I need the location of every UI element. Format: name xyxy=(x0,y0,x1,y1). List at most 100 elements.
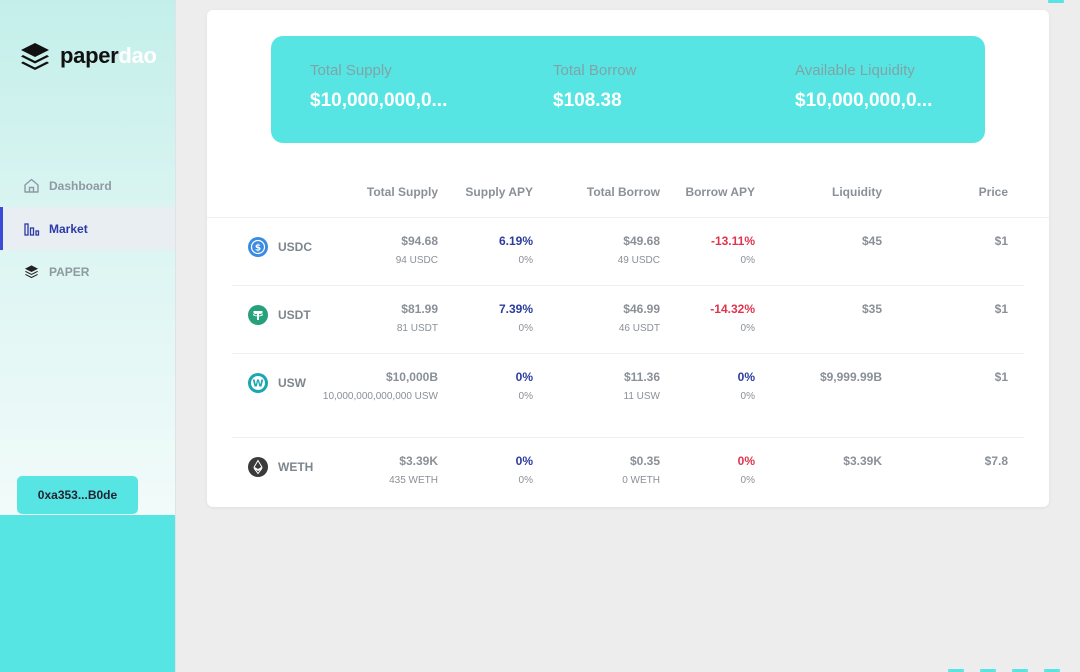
table-header: Total Supply Supply APY Total Borrow Bor… xyxy=(207,176,1049,218)
borrow-apy-value: -13.11% xyxy=(710,234,755,248)
svg-text:$: $ xyxy=(255,244,261,254)
borrow-apy-value: 0% xyxy=(737,454,755,468)
supply-apy-sub: 0% xyxy=(518,323,533,334)
supply-apy-value: 6.19% xyxy=(498,234,533,248)
borrow-apy-value: 0% xyxy=(737,370,755,384)
asset-cell: USDT xyxy=(248,305,311,325)
usw-icon: W xyxy=(248,373,268,393)
price-value: $7.8 xyxy=(984,454,1008,468)
liquidity-cell: $45 xyxy=(862,234,882,248)
total-borrow-amount: 49 USDC xyxy=(617,255,660,266)
total-borrow-usd: $46.99 xyxy=(623,302,660,316)
total-borrow-cell: $49.68 49 USDC xyxy=(618,234,660,269)
sidebar-item-dashboard[interactable]: Dashboard xyxy=(0,164,175,207)
supply-apy-sub: 0% xyxy=(518,391,533,402)
asset-name: USDT xyxy=(278,308,311,322)
liquidity-value: $3.39K xyxy=(843,454,882,468)
wallet-address-button[interactable]: 0xa353...B0de xyxy=(17,476,138,514)
header-total-supply[interactable]: Total Supply xyxy=(366,185,438,199)
corner-accent xyxy=(1012,669,1028,672)
total-borrow-usd: $0.35 xyxy=(629,454,660,468)
corner-accent xyxy=(980,669,996,672)
header-borrow-apy[interactable]: Borrow APY xyxy=(685,185,755,199)
table-row[interactable]: $ USDC $94.68 94 USDC 6.19% 0% $49.68 49… xyxy=(232,219,1024,286)
total-supply-cell: $3.39K 435 WETH xyxy=(389,454,438,489)
header-price[interactable]: Price xyxy=(978,185,1008,199)
asset-name: WETH xyxy=(278,460,314,474)
sidebar-item-label: Dashboard xyxy=(49,178,112,193)
available-liquidity-stat: Available Liquidity $10,000,000,0... xyxy=(795,62,932,112)
header-supply-apy[interactable]: Supply APY xyxy=(465,185,533,199)
borrow-apy-cell: 0% 0% xyxy=(738,370,755,405)
total-borrow-usd: $11.36 xyxy=(623,370,660,384)
total-supply-label: Total Supply xyxy=(310,62,392,79)
supply-apy-sub: 0% xyxy=(518,255,533,266)
supply-apy-cell: 0% 0% xyxy=(516,370,533,405)
sidebar-item-paper[interactable]: PAPER xyxy=(0,250,175,293)
liquidity-value: $45 xyxy=(861,234,882,248)
total-supply-amount: 81 USDT xyxy=(396,323,438,334)
table-row[interactable]: WETH $3.39K 435 WETH 0% 0% $0.35 0 WETH … xyxy=(232,439,1024,499)
svg-text:W: W xyxy=(252,379,263,390)
price-cell: $1 xyxy=(995,234,1008,248)
table-row[interactable]: W USW $10,000B 10,000,000,000,000 USW 0%… xyxy=(232,355,1024,438)
eth-icon xyxy=(248,457,268,477)
total-supply-cell: $10,000B 10,000,000,000,000 USW xyxy=(318,370,438,405)
borrow-apy-value: -14.32% xyxy=(710,302,755,316)
liquidity-cell: $35 xyxy=(862,302,882,316)
corner-accent xyxy=(948,669,964,672)
header-liquidity[interactable]: Liquidity xyxy=(832,185,882,199)
liquidity-cell: $9,999.99B xyxy=(820,370,882,384)
total-borrow-amount: 46 USDT xyxy=(618,323,660,334)
header-total-borrow[interactable]: Total Borrow xyxy=(586,185,660,199)
total-borrow-value: $108.38 xyxy=(553,90,622,111)
sidebar: paperdao Dashboard Market xyxy=(0,0,176,672)
sidebar-nav: Dashboard Market PAPER xyxy=(0,164,175,293)
total-borrow-cell: $11.36 11 USW xyxy=(624,370,661,405)
borrow-apy-sub: 0% xyxy=(740,323,755,334)
price-value: $1 xyxy=(994,302,1008,316)
liquidity-value: $35 xyxy=(861,302,882,316)
corner-accent xyxy=(1044,669,1060,672)
asset-cell: $ USDC xyxy=(248,237,312,257)
asset-name: USDC xyxy=(278,240,313,254)
logo[interactable]: paperdao xyxy=(19,40,157,72)
borrow-apy-sub: 0% xyxy=(740,255,755,266)
supply-apy-sub: 0% xyxy=(518,475,533,486)
supply-apy-cell: 6.19% 0% xyxy=(499,234,533,269)
table-row[interactable]: USDT $81.99 81 USDT 7.39% 0% $46.99 46 U… xyxy=(232,287,1024,354)
borrow-apy-cell: 0% 0% xyxy=(738,454,755,489)
sidebar-item-label: PAPER xyxy=(49,264,90,279)
sidebar-item-market[interactable]: Market xyxy=(0,207,175,250)
total-supply-value: $10,000,000,0... xyxy=(310,90,448,111)
home-icon xyxy=(23,177,40,194)
price-cell: $1 xyxy=(995,302,1008,316)
total-borrow-amount: 0 WETH xyxy=(622,475,660,486)
price-cell: $1 xyxy=(995,370,1008,384)
borrow-apy-cell: -13.11% 0% xyxy=(711,234,755,269)
sidebar-item-label: Market xyxy=(49,221,88,236)
total-borrow-amount: 11 USW xyxy=(623,391,661,402)
total-borrow-cell: $0.35 0 WETH xyxy=(622,454,660,489)
market-summary: Total Supply $10,000,000,0... Total Borr… xyxy=(271,36,985,143)
price-cell: $7.8 xyxy=(985,454,1008,468)
supply-apy-value: 0% xyxy=(515,454,533,468)
total-supply-stat: Total Supply $10,000,000,0... xyxy=(310,62,447,112)
supply-apy-cell: 0% 0% xyxy=(516,454,533,489)
liquidity-value: $9,999.99B xyxy=(819,370,882,384)
usdc-icon: $ xyxy=(248,237,268,257)
borrow-apy-sub: 0% xyxy=(740,391,755,402)
total-supply-usd: $81.99 xyxy=(401,302,438,316)
market-card: Total Supply $10,000,000,0... Total Borr… xyxy=(207,10,1049,507)
corner-accent xyxy=(1048,0,1064,3)
supply-apy-value: 7.39% xyxy=(498,302,533,316)
supply-apy-cell: 7.39% 0% xyxy=(499,302,533,337)
paper-stack-icon xyxy=(23,263,40,280)
borrow-apy-cell: -14.32% 0% xyxy=(710,302,755,337)
logo-text-paper: paper xyxy=(60,43,119,68)
total-supply-amount: 10,000,000,000,000 USW xyxy=(322,391,438,402)
available-liquidity-value: $10,000,000,0... xyxy=(795,90,933,111)
total-borrow-usd: $49.68 xyxy=(623,234,660,248)
total-supply-usd: $3.39K xyxy=(399,454,438,468)
logo-text: paperdao xyxy=(60,43,157,69)
